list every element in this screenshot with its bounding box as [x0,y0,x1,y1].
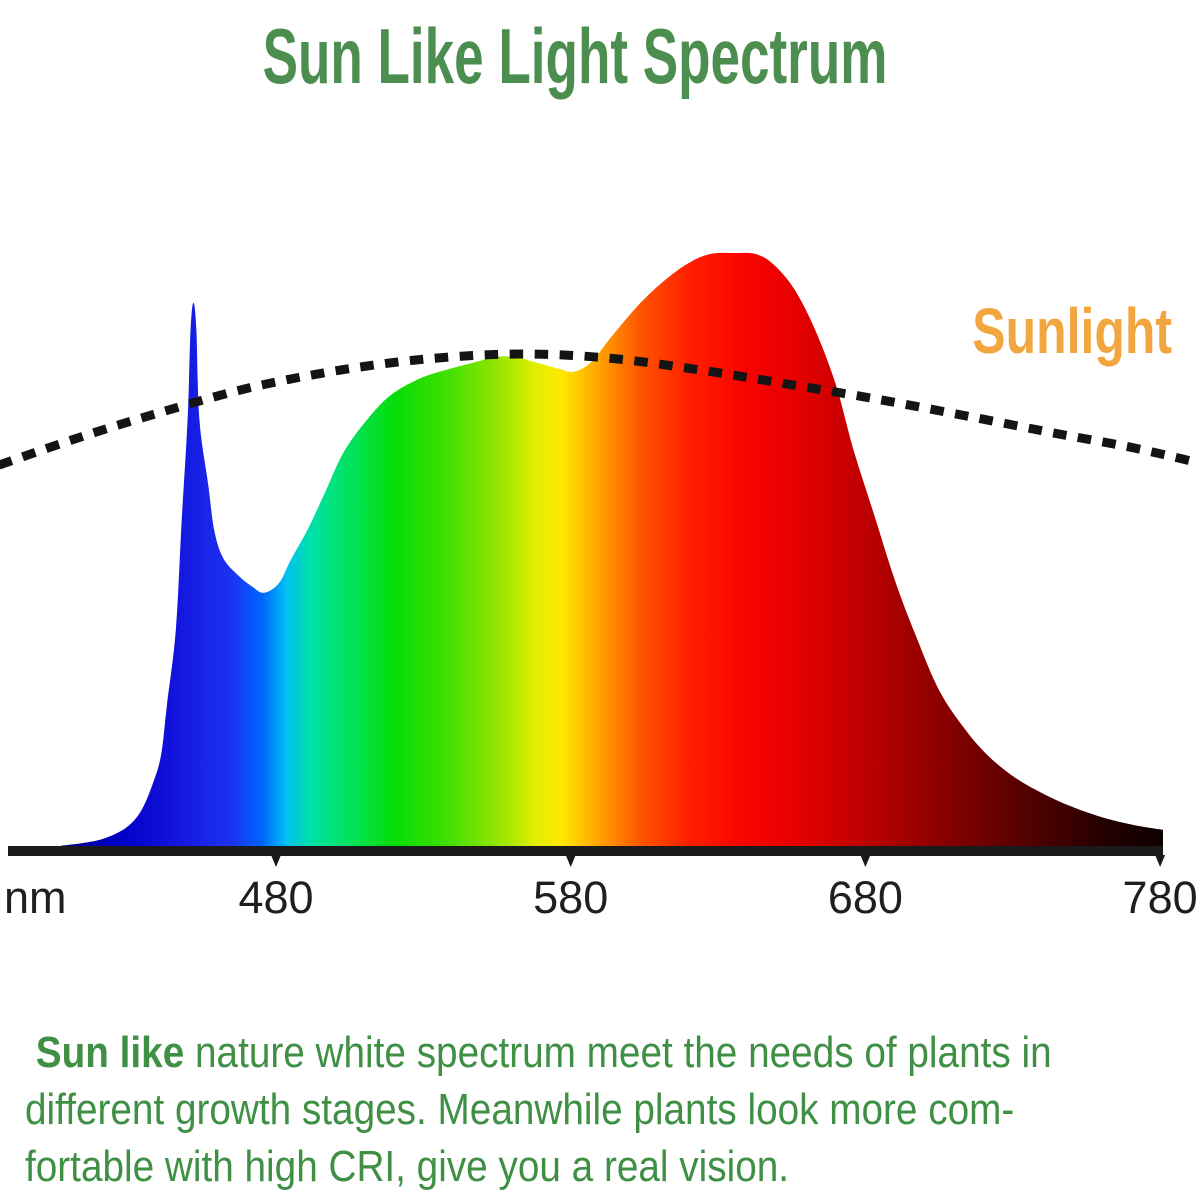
x-axis-tick [565,855,576,867]
chart-title: Sun Like Light Spectrum [262,12,888,100]
spectrum-area-curve [60,252,1163,847]
description-line-2: different growth stages. Meanwhile plant… [25,1085,1015,1134]
x-axis-tick-label-480: 480 [238,872,314,923]
description-text: Sun like nature white spectrum meet the … [25,1024,1192,1195]
x-axis-tick [1155,855,1166,867]
x-axis-tick [271,855,281,867]
x-axis-ticks [271,855,1166,867]
x-axis-tick [860,855,871,867]
x-axis-line [8,846,1163,856]
description-bold-lead: Sun like [25,1028,185,1077]
sunlight-series-label: Sunlight [972,295,1172,367]
x-axis-tick-label-580: 580 [533,872,609,923]
description-line-1: Sun like nature white spectrum meet the … [25,1024,1052,1081]
description-line-3: fortable with high CRI, give you a real … [25,1142,790,1191]
x-axis-unit-label: nm [4,872,67,923]
x-axis-tick-label-780: 780 [1122,872,1198,923]
x-axis-tick-label-680: 680 [827,872,903,923]
description-line-1-rest: nature white spectrum meet the needs of … [184,1028,1052,1077]
